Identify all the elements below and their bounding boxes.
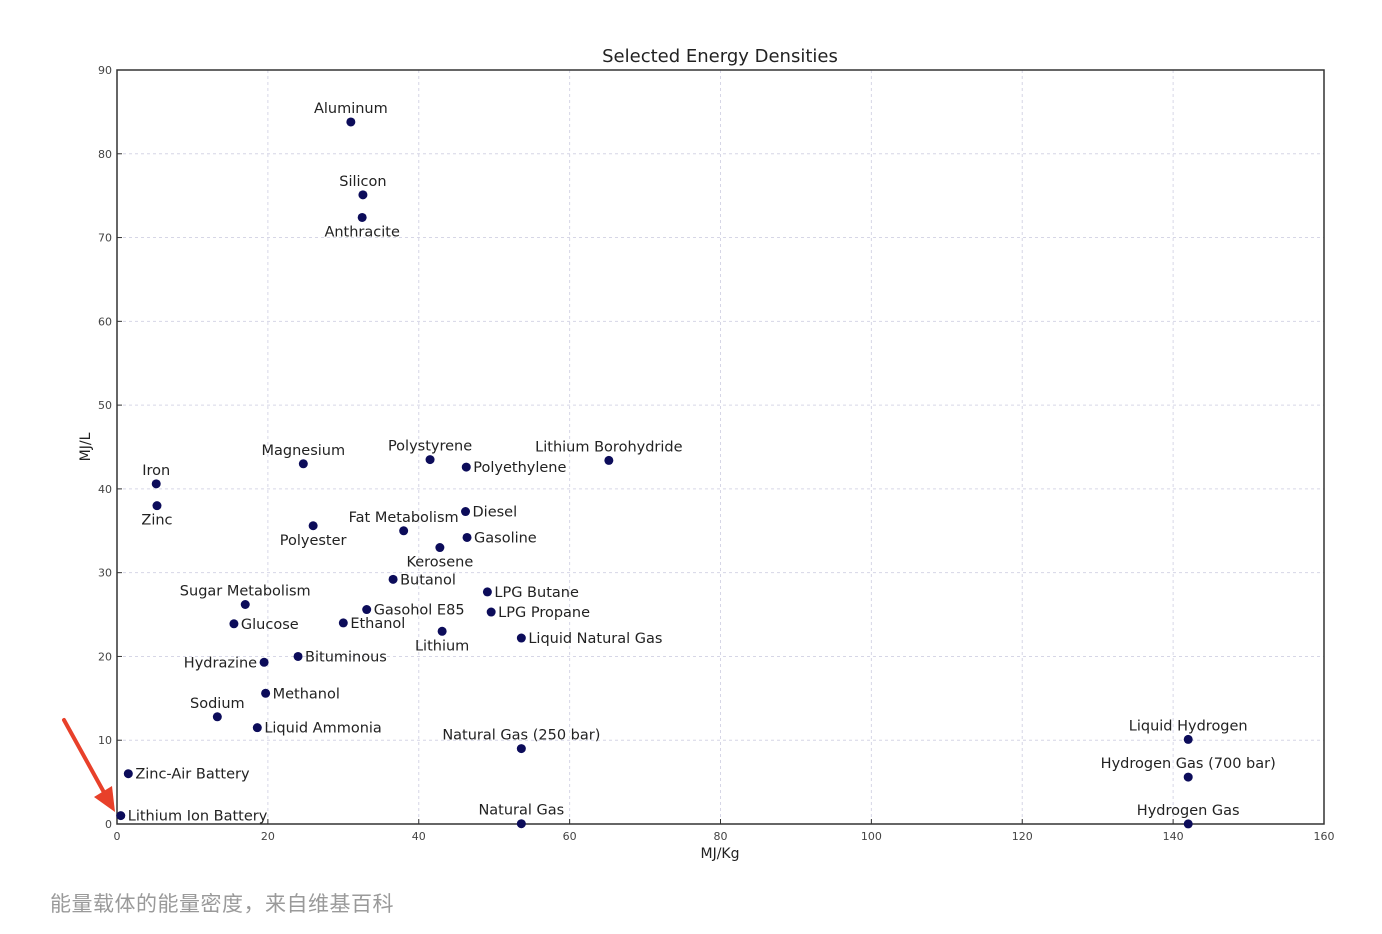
point-label: Iron [142, 463, 170, 479]
point-label: Natural Gas [478, 803, 564, 819]
point-label: Lithium [415, 638, 469, 654]
data-point [152, 501, 162, 511]
point-label: Anthracite [324, 224, 400, 240]
data-point [357, 212, 367, 222]
point-label: Liquid Ammonia [264, 721, 382, 737]
point-label: Polystyrene [388, 439, 472, 455]
x-tick-label: 40 [412, 830, 426, 843]
data-point [308, 521, 318, 531]
x-tick-label: 120 [1012, 830, 1033, 843]
y-tick-label: 0 [105, 818, 112, 831]
point-label: Bituminous [305, 649, 387, 665]
point-label: Sodium [190, 696, 245, 712]
data-point [212, 712, 222, 722]
data-point [461, 462, 471, 472]
data-point [346, 117, 356, 127]
y-tick-label: 30 [98, 567, 112, 580]
x-tick-label: 140 [1163, 830, 1184, 843]
point-label: Aluminum [314, 101, 388, 117]
data-point [259, 657, 269, 667]
data-point [123, 769, 133, 779]
data-point [229, 619, 239, 629]
point-label: Zinc-Air Battery [135, 767, 250, 783]
x-tick-label: 0 [114, 830, 121, 843]
data-point [486, 607, 496, 617]
point-label: Polyester [280, 533, 347, 549]
point-label: Silicon [339, 174, 386, 190]
y-tick-label: 40 [98, 483, 112, 496]
data-point [362, 605, 372, 615]
data-point [388, 574, 398, 584]
point-label: Polyethylene [473, 460, 566, 476]
data-point [437, 626, 447, 636]
x-tick-label: 100 [861, 830, 882, 843]
data-point [462, 532, 472, 542]
point-label: LPG Butane [494, 585, 579, 601]
point-label: Glucose [241, 617, 299, 633]
x-tick-label: 60 [563, 830, 577, 843]
point-label: Natural Gas (250 bar) [442, 728, 600, 744]
data-point [1183, 772, 1193, 782]
point-label: Butanol [400, 572, 456, 588]
data-point [516, 633, 526, 643]
plot-frame [116, 69, 1325, 825]
point-label: Diesel [473, 505, 518, 521]
data-point [338, 618, 348, 628]
data-points: Aluminum Silicon Anthracite Magnesium Polyst… [116, 101, 1276, 829]
data-point [435, 543, 445, 553]
y-tick-label: 70 [98, 232, 112, 245]
x-tick-label: 20 [261, 830, 275, 843]
point-label: Hydrogen Gas [1137, 803, 1240, 819]
point-label: Zinc [141, 513, 172, 529]
point-label: Methanol [273, 686, 340, 702]
data-point [425, 455, 435, 465]
point-label: Lithium Borohydride [535, 439, 682, 455]
energy-density-scatter-chart: Selected Energy Densities 0 20 40 60 80 100 12… [62, 46, 1335, 862]
data-point [604, 455, 614, 465]
y-tick-label: 10 [98, 734, 112, 747]
data-point [516, 819, 526, 829]
point-label: Liquid Hydrogen [1129, 718, 1248, 734]
data-point [1183, 819, 1193, 829]
y-tick-label: 80 [98, 148, 112, 161]
point-label: Magnesium [262, 443, 346, 459]
y-tick-label: 90 [98, 64, 112, 77]
chart-title: Selected Energy Densities [602, 46, 838, 67]
x-tick-label: 160 [1314, 830, 1335, 843]
data-point [298, 459, 308, 469]
data-point [240, 600, 250, 610]
point-label: Sugar Metabolism [180, 584, 311, 600]
data-point [482, 587, 492, 597]
data-point [1183, 734, 1193, 744]
point-label: Gasoline [474, 530, 537, 546]
data-point [293, 651, 303, 661]
figure-caption: 能量载体的能量密度，来自维基百科 [50, 892, 394, 916]
y-tick-label: 20 [98, 650, 112, 663]
data-point [116, 811, 126, 821]
point-label: Lithium Ion Battery [128, 809, 268, 825]
point-label: Ethanol [350, 616, 405, 632]
point-label: Kerosene [406, 555, 473, 571]
point-label: LPG Propane [498, 605, 590, 621]
point-label: Hydrazine [184, 655, 257, 671]
x-tick-label: 80 [714, 830, 728, 843]
data-point [358, 190, 368, 200]
data-point [399, 526, 409, 536]
point-label: Liquid Natural Gas [528, 631, 662, 647]
data-point [516, 744, 526, 754]
data-point [461, 507, 471, 517]
point-label: Gasohol E85 [374, 603, 465, 619]
point-label: Fat Metabolism [349, 510, 459, 526]
y-tick-label: 50 [98, 399, 112, 412]
data-point [261, 688, 271, 698]
y-tick-label: 60 [98, 315, 112, 328]
point-label: Hydrogen Gas (700 bar) [1101, 756, 1276, 772]
data-point [252, 723, 262, 733]
red-arrow-annotation [62, 718, 115, 812]
x-axis-label: MJ/Kg [701, 846, 740, 862]
y-axis-label: MJ/L [78, 432, 94, 461]
data-point [151, 479, 161, 489]
